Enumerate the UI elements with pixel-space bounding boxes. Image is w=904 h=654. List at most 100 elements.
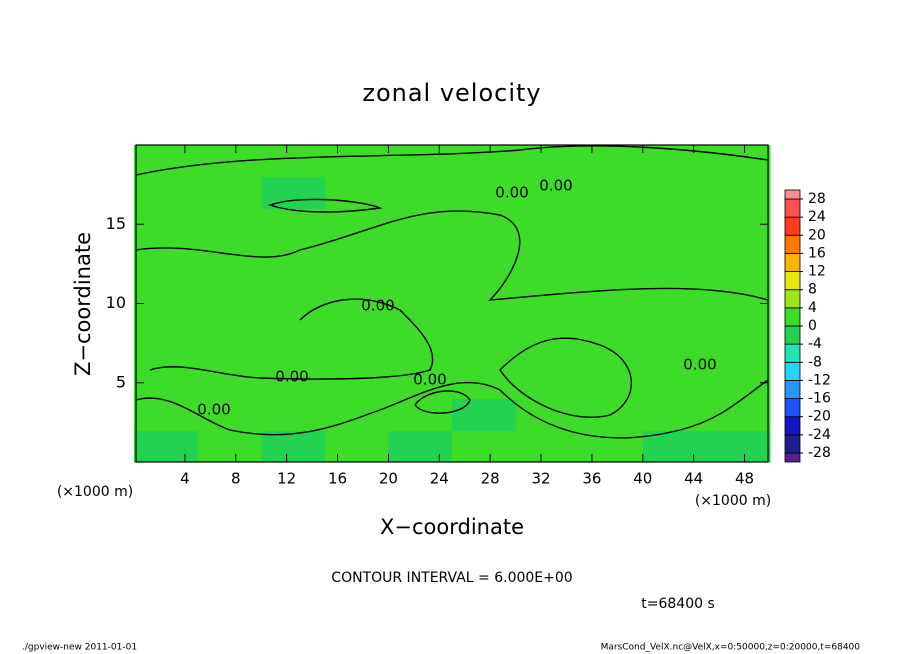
field-cell bbox=[324, 366, 389, 400]
x-tick-label: 12 bbox=[277, 470, 296, 488]
time-label: t=68400 s bbox=[641, 596, 715, 612]
x-tick-label: 48 bbox=[735, 470, 754, 488]
colorbar-label: 20 bbox=[808, 227, 826, 243]
colorbar-box bbox=[784, 380, 801, 399]
field-cell bbox=[134, 335, 199, 368]
contour-label: 0.00 bbox=[413, 371, 446, 389]
field-cell bbox=[324, 240, 389, 273]
field-cell bbox=[452, 303, 517, 336]
field-cell bbox=[579, 366, 644, 400]
field-cell bbox=[706, 240, 771, 273]
colorbar-box bbox=[784, 189, 801, 200]
field-cell bbox=[642, 176, 707, 209]
x-tick-label: 40 bbox=[633, 470, 652, 488]
field-cell bbox=[261, 366, 326, 400]
field-cell bbox=[452, 335, 517, 368]
field-cell bbox=[515, 208, 580, 241]
field-cell bbox=[706, 335, 771, 368]
contour-line bbox=[414, 390, 471, 414]
field-cell bbox=[642, 145, 707, 178]
field-cell bbox=[515, 145, 580, 178]
field-cell bbox=[452, 398, 517, 431]
colorbar-label: 28 bbox=[808, 191, 826, 207]
y-tick-label: 10 bbox=[106, 293, 126, 312]
field-cell bbox=[134, 430, 199, 463]
colorbar-label: -12 bbox=[808, 372, 831, 388]
field-cell bbox=[197, 430, 262, 463]
chart-title: zonal velocity bbox=[362, 79, 541, 107]
colorbar-label: -20 bbox=[808, 409, 831, 425]
contour-label: 0.00 bbox=[539, 177, 572, 195]
field-cell bbox=[579, 208, 644, 241]
field-cell bbox=[134, 208, 199, 241]
colorbar-box bbox=[784, 216, 801, 236]
field-cell bbox=[197, 176, 262, 209]
field-cell bbox=[706, 366, 771, 400]
field-cell bbox=[388, 176, 453, 209]
field-cell bbox=[642, 335, 707, 368]
colorbar-box bbox=[784, 452, 801, 463]
field-cell bbox=[515, 271, 580, 304]
field-cell bbox=[706, 430, 771, 463]
field-cell bbox=[134, 271, 199, 304]
field-cell bbox=[642, 240, 707, 273]
field-cell bbox=[579, 335, 644, 368]
field-cell bbox=[388, 208, 453, 241]
contour-line bbox=[135, 210, 769, 301]
colorbar-box bbox=[784, 398, 801, 418]
colorbar-box bbox=[784, 343, 801, 363]
colorbar-label: 0 bbox=[808, 318, 817, 334]
field-cell bbox=[452, 176, 517, 209]
y-tick-label: 5 bbox=[116, 372, 126, 391]
field-cell bbox=[579, 145, 644, 178]
field-cell bbox=[324, 208, 389, 241]
field-cell bbox=[579, 176, 644, 209]
field-cell bbox=[324, 335, 389, 368]
field-cell bbox=[579, 240, 644, 273]
field-cell bbox=[706, 303, 771, 336]
colorbar-label: -16 bbox=[808, 391, 831, 407]
contour-line bbox=[149, 298, 434, 380]
field-cell bbox=[134, 240, 199, 273]
y-axis-label: Z−coordinate bbox=[71, 232, 95, 376]
field-cell bbox=[642, 303, 707, 336]
contour-line bbox=[267, 198, 383, 213]
footer: MarsCond_VelX.nc@VelX,x=0:50000,z=0:2000… bbox=[601, 643, 861, 653]
x-tick-label: 32 bbox=[531, 470, 550, 488]
field-cell bbox=[324, 430, 389, 463]
field-cell bbox=[134, 176, 199, 209]
field-cell bbox=[388, 145, 453, 178]
colorbar-label: 12 bbox=[808, 264, 826, 280]
field-cell bbox=[515, 303, 580, 336]
colorbar-box bbox=[784, 361, 801, 381]
x-tick-label: 28 bbox=[481, 470, 500, 488]
colorbar-box bbox=[784, 325, 801, 345]
colorbar-label: -8 bbox=[808, 354, 822, 370]
field-cell bbox=[706, 208, 771, 241]
field-cell bbox=[197, 271, 262, 304]
colorbar-box bbox=[784, 307, 801, 327]
contour-label: 0.00 bbox=[495, 184, 528, 202]
colorbar-box bbox=[784, 253, 801, 272]
x-tick-label: 16 bbox=[328, 470, 347, 488]
colorbar-label: 4 bbox=[808, 300, 817, 316]
field-cell bbox=[452, 208, 517, 241]
field-cell bbox=[579, 303, 644, 336]
field-cell bbox=[197, 335, 262, 368]
colorbar-box bbox=[784, 198, 801, 218]
colorbar-label: -4 bbox=[808, 336, 822, 352]
x-tick-label: 44 bbox=[684, 470, 703, 488]
colorbar-label: 24 bbox=[808, 209, 826, 225]
y-tick-label: 15 bbox=[106, 214, 126, 233]
x-tick-label: 36 bbox=[582, 470, 601, 488]
field-cell bbox=[134, 398, 199, 431]
field-cell bbox=[706, 398, 771, 431]
colorbar-box bbox=[784, 434, 801, 454]
field-cell bbox=[515, 366, 580, 400]
x-unit: (×1000 m) bbox=[57, 484, 133, 500]
colorbar-box bbox=[784, 416, 801, 436]
colorbar-box bbox=[784, 234, 801, 254]
colorbar-label: 16 bbox=[808, 245, 826, 261]
field-cell bbox=[706, 145, 771, 178]
